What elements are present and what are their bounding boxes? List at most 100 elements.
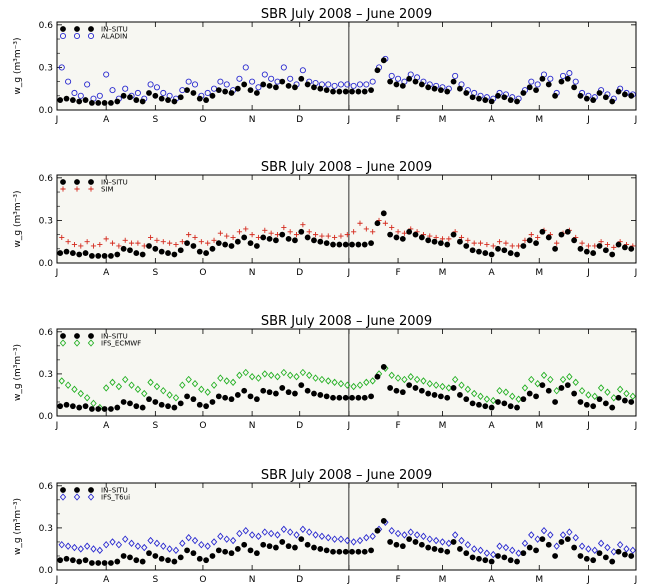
data-point (528, 232, 534, 238)
data-point (95, 560, 102, 566)
legend-entry: IN–SITU (60, 26, 128, 34)
data-point (350, 538, 357, 546)
data-point (287, 229, 293, 235)
data-point (198, 541, 205, 549)
plot-area (57, 329, 636, 416)
data-point (255, 234, 262, 241)
data-point (146, 550, 152, 557)
data-point (152, 92, 159, 99)
data-point (591, 392, 598, 401)
data-point (153, 539, 161, 548)
data-point (547, 375, 554, 384)
data-point (425, 237, 432, 244)
data-point (215, 393, 222, 400)
data-point (566, 373, 573, 381)
x-tick-label: J (55, 421, 59, 431)
data-point (432, 536, 440, 545)
x-tick-label: N (249, 421, 256, 431)
data-point (572, 378, 579, 387)
data-point (109, 538, 116, 546)
data-point (88, 406, 95, 412)
data-point (190, 243, 197, 249)
data-point (496, 387, 503, 395)
data-point (236, 229, 243, 235)
data-point (122, 85, 129, 92)
data-point (177, 94, 184, 101)
data-point (293, 232, 300, 238)
data-point (476, 95, 482, 102)
data-point (57, 97, 64, 103)
data-point (64, 542, 72, 550)
data-point (69, 250, 76, 256)
data-point (198, 239, 204, 245)
data-point (260, 541, 267, 548)
legend-entry: IN–SITU (60, 179, 128, 187)
x-tick-label: O (199, 421, 206, 431)
data-point (437, 547, 444, 554)
data-point (488, 251, 495, 258)
data-point (590, 250, 597, 256)
data-point (496, 239, 503, 245)
data-point (241, 387, 248, 394)
data-point (306, 528, 313, 536)
data-point (82, 557, 89, 564)
data-point (450, 78, 457, 85)
x-tick-label: J (586, 268, 590, 278)
data-point (217, 532, 224, 541)
data-point (253, 396, 260, 403)
x-tick-label: F (395, 421, 400, 431)
data-point (279, 385, 286, 391)
data-point (267, 529, 275, 538)
data-point (533, 547, 539, 554)
data-point (609, 251, 616, 258)
data-point (332, 234, 338, 241)
data-point (292, 390, 298, 397)
data-point (108, 253, 114, 259)
data-point (463, 243, 470, 249)
data-point (115, 382, 123, 391)
data-point (572, 534, 579, 542)
data-point (165, 250, 171, 256)
x-tick-label: F (395, 268, 400, 278)
data-point (501, 94, 508, 101)
data-point (184, 393, 190, 400)
data-point (363, 378, 370, 387)
data-point (559, 375, 567, 384)
data-point (323, 240, 330, 247)
data-point (602, 554, 609, 561)
data-point (336, 394, 343, 401)
data-point (204, 388, 211, 396)
data-point (134, 385, 142, 394)
data-point (380, 57, 387, 64)
data-point (217, 230, 223, 236)
data-point (577, 399, 584, 405)
data-point (281, 224, 287, 231)
data-point (179, 239, 185, 245)
data-point (141, 389, 148, 398)
data-point (444, 241, 451, 248)
data-point (127, 94, 133, 101)
legend-marker (60, 26, 66, 32)
data-point (286, 371, 294, 379)
data-point (101, 406, 108, 412)
data-point (160, 387, 167, 395)
data-point (191, 536, 199, 545)
y-tick-label: 0.3 (39, 524, 53, 534)
data-point (388, 527, 395, 535)
data-point (387, 385, 394, 391)
data-point (228, 243, 235, 249)
data-point (127, 247, 133, 254)
data-point (241, 234, 248, 241)
data-point (520, 550, 527, 557)
data-point (344, 81, 351, 88)
data-point (458, 536, 465, 545)
data-point (501, 247, 508, 254)
x-tick-label: J (55, 575, 59, 585)
data-point (426, 380, 433, 388)
data-point (356, 381, 364, 389)
data-point (230, 234, 236, 241)
data-point (179, 539, 186, 548)
data-point (418, 81, 425, 88)
data-point (266, 235, 273, 242)
data-point (298, 382, 305, 389)
